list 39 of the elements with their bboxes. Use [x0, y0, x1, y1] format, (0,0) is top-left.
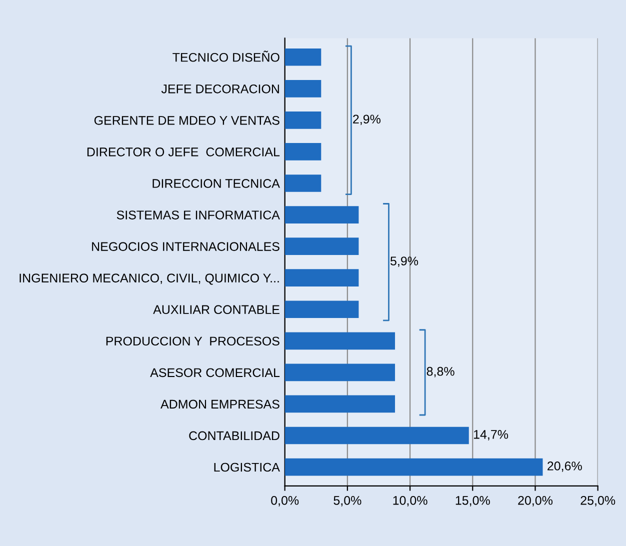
bar [284, 238, 359, 255]
y-tick-label: ADMON EMPRESAS [160, 400, 280, 409]
x-tick-label: 5,0% [334, 496, 362, 506]
y-tick-label: LOGISTICA [214, 462, 280, 472]
bar [284, 395, 396, 413]
x-tick-label: 0,0% [271, 496, 299, 506]
bar [284, 269, 359, 287]
bar [284, 112, 322, 129]
bar [284, 143, 322, 160]
bar [284, 300, 359, 318]
y-tick-label: INGENIERO MECANICO, CIVIL, QUIMICO Y... [20, 274, 279, 285]
y-tick-label: DIRECTOR O JEFE COMERCIAL [87, 148, 280, 156]
y-tick-label: CONTABILIDAD [189, 431, 280, 440]
y-tick-label: JEFE DECORACION [161, 84, 279, 94]
bar [284, 206, 359, 224]
y-tick-label: SISTEMAS E INFORMATICA [116, 210, 280, 220]
y-tick-label: TECNICO DISEÑO [172, 50, 280, 62]
y-tick-label: NEGOCIOS INTERNACIONALES [92, 242, 280, 251]
bar [284, 174, 322, 192]
annotation: 2,9% [353, 114, 380, 126]
x-tick-label: 15,0% [456, 496, 490, 506]
bar [284, 364, 396, 382]
annotation: 8,8% [426, 366, 454, 378]
x-tick-label: 10,0% [393, 496, 428, 506]
bar [284, 332, 396, 350]
x-tick-label: 20,0% [518, 496, 553, 506]
y-tick-label: GERENTE DE MDEO Y VENTAS [94, 116, 280, 125]
y-tick-label: PRODUCCION Y PROCESOS [106, 336, 280, 346]
y-tick-label: AUXILIAR CONTABLE [153, 305, 280, 314]
data-label: 20,6% [548, 462, 582, 472]
bar [284, 458, 543, 476]
bar [284, 80, 322, 98]
x-tick-label: 25,0% [580, 496, 616, 506]
bar [284, 48, 322, 66]
bar [284, 426, 469, 444]
y-tick-label: ASESOR COMERCIAL [150, 368, 280, 378]
y-tick-label: DIRECCION TECNICA [152, 179, 280, 188]
data-label: 14,7% [474, 430, 508, 440]
annotation: 5,9% [390, 256, 418, 267]
